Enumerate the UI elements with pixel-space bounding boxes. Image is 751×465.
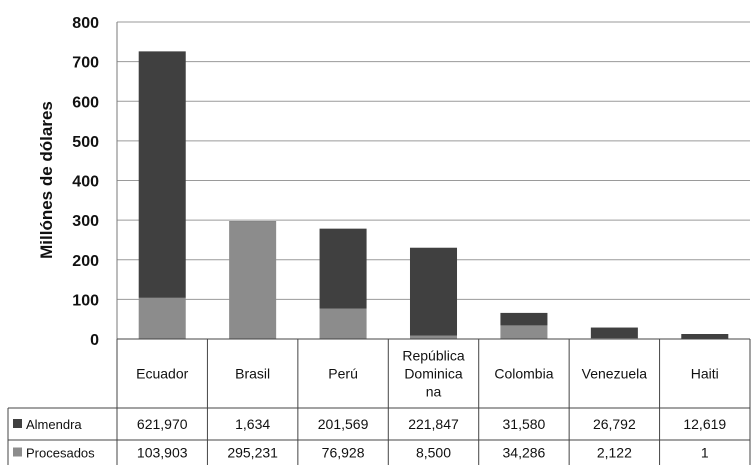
category-label: República Dominica na xyxy=(402,348,464,400)
legend-label-almendra: Almendra xyxy=(26,417,82,432)
y-axis-label: Millónes de dólares xyxy=(37,101,56,259)
y-tick-label: 600 xyxy=(72,94,99,111)
data-label: 31,580 xyxy=(503,416,546,432)
y-tick-label: 500 xyxy=(72,134,99,151)
y-tick-label: 100 xyxy=(72,292,99,309)
data-label: 1,634 xyxy=(235,416,270,432)
category-label: Ecuador xyxy=(136,366,188,382)
data-label: 12,619 xyxy=(683,416,726,432)
y-tick-label: 400 xyxy=(72,174,99,191)
bar-almendra xyxy=(229,221,277,223)
data-label: 621,970 xyxy=(137,416,188,432)
category-label: Colombia xyxy=(494,366,553,382)
bar-procesados xyxy=(500,325,548,339)
data-label: 1 xyxy=(701,445,709,461)
bar-almendra xyxy=(319,228,367,309)
bar-almendra xyxy=(138,51,186,298)
data-label: 295,231 xyxy=(227,445,278,461)
data-label: 103,903 xyxy=(137,445,188,461)
data-label: 201,569 xyxy=(318,416,369,432)
y-tick-label: 0 xyxy=(90,332,99,349)
bar-almendra xyxy=(681,333,729,339)
bar-almendra xyxy=(409,247,458,336)
y-axis-tick-labels: 0 100 200 300 400 500 600 700 800 xyxy=(72,15,99,349)
bar-almendra xyxy=(590,327,638,339)
category-label: Haiti xyxy=(691,366,719,382)
y-tick-label: 800 xyxy=(72,15,99,32)
category-label: Venezuela xyxy=(582,366,648,382)
legend-key-almendra xyxy=(13,419,22,428)
bar-almendra xyxy=(500,312,548,326)
legend-label-procesados: Procesados xyxy=(26,446,95,461)
bar-procesados xyxy=(409,335,458,339)
y-tick-label: 700 xyxy=(72,55,99,72)
data-label: 34,286 xyxy=(503,445,546,461)
y-tick-label: 300 xyxy=(72,213,99,230)
category-label: Perú xyxy=(328,366,358,382)
bar-procesados xyxy=(229,222,277,339)
data-label: 76,928 xyxy=(322,445,365,461)
data-label: 221,847 xyxy=(408,416,459,432)
data-label: 8,500 xyxy=(416,445,451,461)
bars xyxy=(138,51,729,339)
bar-procesados xyxy=(138,297,186,339)
category-label: Brasil xyxy=(235,366,270,382)
legend-key-procesados xyxy=(13,447,22,457)
data-table: Ecuador Brasil Perú República Dominica na Colo… xyxy=(7,338,751,465)
data-label: 2,122 xyxy=(597,445,632,461)
data-label: 26,792 xyxy=(593,416,636,432)
bar-procesados xyxy=(319,308,367,339)
gridlines xyxy=(116,21,750,340)
y-tick-label: 200 xyxy=(72,253,99,270)
